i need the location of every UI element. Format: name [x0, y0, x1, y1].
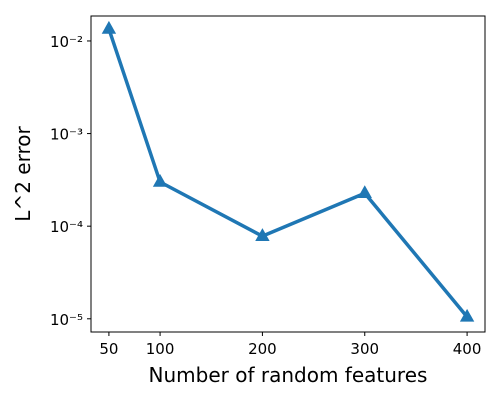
y-tick-label: 10⁻³: [50, 126, 83, 144]
x-axis-label: Number of random features: [149, 363, 428, 387]
series-line: [107, 28, 469, 318]
marker: [101, 20, 117, 34]
y-axis-label: L^2 error: [11, 126, 35, 222]
marker: [357, 185, 372, 199]
x-tick-label: 300: [350, 340, 379, 358]
marker: [255, 228, 270, 241]
y-tick-label: 10⁻²: [50, 33, 83, 51]
x-tick-label: 200: [248, 340, 277, 358]
y-tick-label: 10⁻⁴: [50, 218, 83, 236]
x-tick-label: 50: [99, 340, 118, 358]
y-tick-label: 10⁻⁵: [50, 311, 83, 329]
marker: [459, 308, 475, 322]
marker: [152, 173, 168, 187]
plot-frame: [90, 15, 486, 333]
x-tick-label: 400: [453, 340, 482, 358]
x-tick-label: 100: [146, 340, 175, 358]
